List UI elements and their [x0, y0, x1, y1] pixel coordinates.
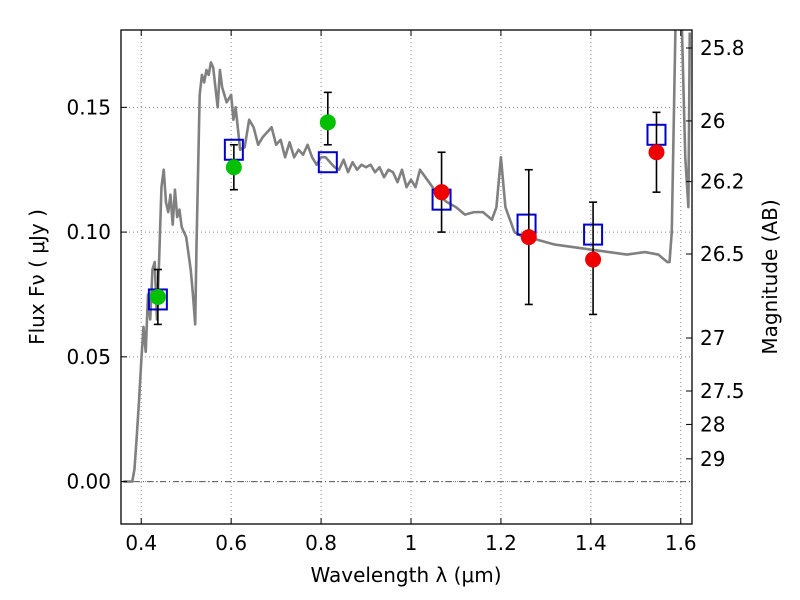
magnitude-tick-label: 29	[700, 447, 725, 471]
green-data-point	[225, 159, 242, 176]
model-square-marker	[317, 151, 338, 174]
green-data-point	[319, 114, 336, 131]
x-tick-label: 1.2	[485, 531, 517, 555]
magnitude-tick-label: 26.2	[700, 170, 745, 194]
plot-frame	[120, 29, 693, 525]
red-data-point	[648, 144, 665, 161]
magnitude-tick-label: 26.5	[700, 242, 745, 266]
tick-marks	[121, 30, 692, 524]
magnitude-axis-label: Magnitude (AB)	[758, 199, 782, 354]
y-tick-label: 0.05	[66, 345, 111, 369]
red-data-point	[585, 251, 602, 268]
y-tick-label: 0.00	[66, 470, 111, 494]
magnitude-tick-label: 27.5	[700, 379, 745, 403]
green-data-point	[149, 288, 166, 305]
tick-labels: 0.4 0.6 0.8 1 1.2 1.4 1.6 0.00 0.05 0.10 0.15 25.8 2…	[66, 36, 744, 555]
magnitude-tick-label: 25.8	[700, 36, 745, 60]
plot-area	[123, 30, 692, 483]
magnitude-tick-label: 26	[700, 109, 725, 133]
magnitude-tick-label: 28	[700, 412, 725, 436]
x-tick-label: 1.6	[665, 531, 697, 555]
red-data-point	[520, 229, 537, 246]
x-tick-label: 0.6	[215, 531, 247, 555]
magnitude-tick-label: 27	[700, 326, 725, 350]
x-tick-label: 1	[405, 531, 418, 555]
x-tick-label: 0.4	[125, 531, 157, 555]
red-data-point	[433, 184, 450, 201]
x-tick-label: 0.8	[305, 531, 337, 555]
y-axis-label: Flux Fν ( μJy )	[25, 209, 49, 345]
y-tick-label: 0.15	[66, 95, 111, 119]
x-tick-label: 1.4	[575, 531, 607, 555]
x-axis-label: Wavelength λ (μm)	[310, 563, 501, 587]
model-spectrum-line	[123, 30, 692, 483]
y-tick-label: 0.10	[66, 220, 111, 244]
